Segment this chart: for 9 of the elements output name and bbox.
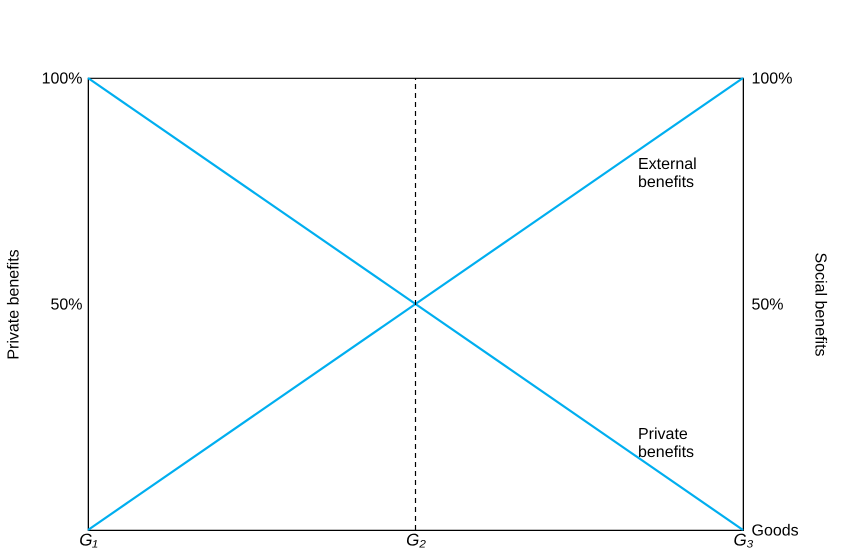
- y2-axis-title: Social benefits: [811, 252, 828, 357]
- x-tick-label: G₂: [406, 530, 426, 550]
- x-axis-title: Goods: [752, 522, 799, 540]
- series-label: Private benefits: [638, 426, 694, 461]
- x-tick-label: G₁: [79, 530, 98, 550]
- y2-tick-label: 100%: [752, 70, 792, 88]
- series-label: External benefits: [638, 156, 697, 191]
- y2-tick-label: 50%: [752, 296, 784, 314]
- y-axis-title: Private benefits: [6, 249, 23, 360]
